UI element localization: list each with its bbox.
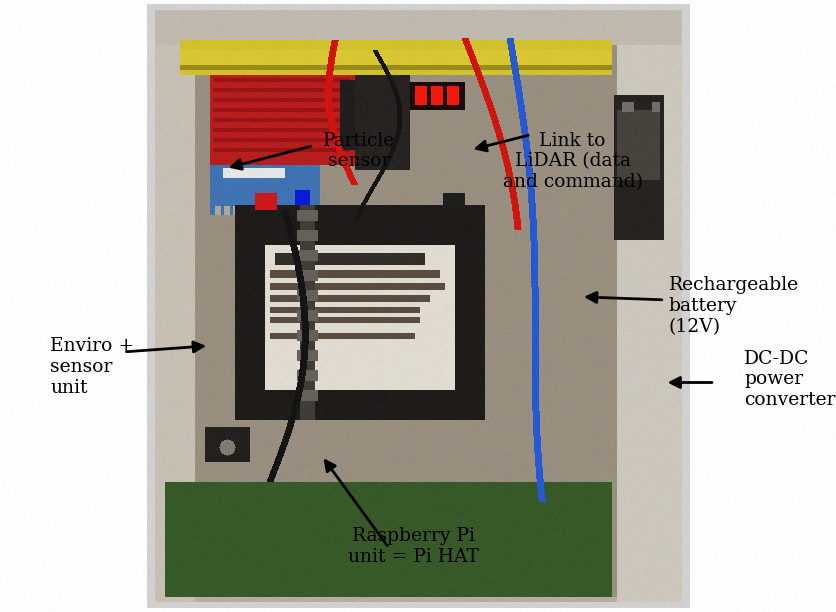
Text: Particle
sensor: Particle sensor <box>324 132 395 170</box>
Text: DC-DC
power
converter: DC-DC power converter <box>744 349 835 409</box>
Text: Enviro +
sensor
unit: Enviro + sensor unit <box>50 337 135 397</box>
Text: Link to
LiDAR (data
and command): Link to LiDAR (data and command) <box>502 132 643 191</box>
Text: Rechargeable
battery
(12V): Rechargeable battery (12V) <box>669 276 799 336</box>
Text: Raspberry Pi
unit = Pi HAT: Raspberry Pi unit = Pi HAT <box>349 528 479 566</box>
